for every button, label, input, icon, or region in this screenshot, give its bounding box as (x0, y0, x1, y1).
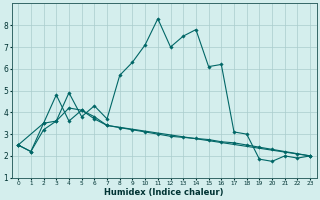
X-axis label: Humidex (Indice chaleur): Humidex (Indice chaleur) (104, 188, 224, 197)
